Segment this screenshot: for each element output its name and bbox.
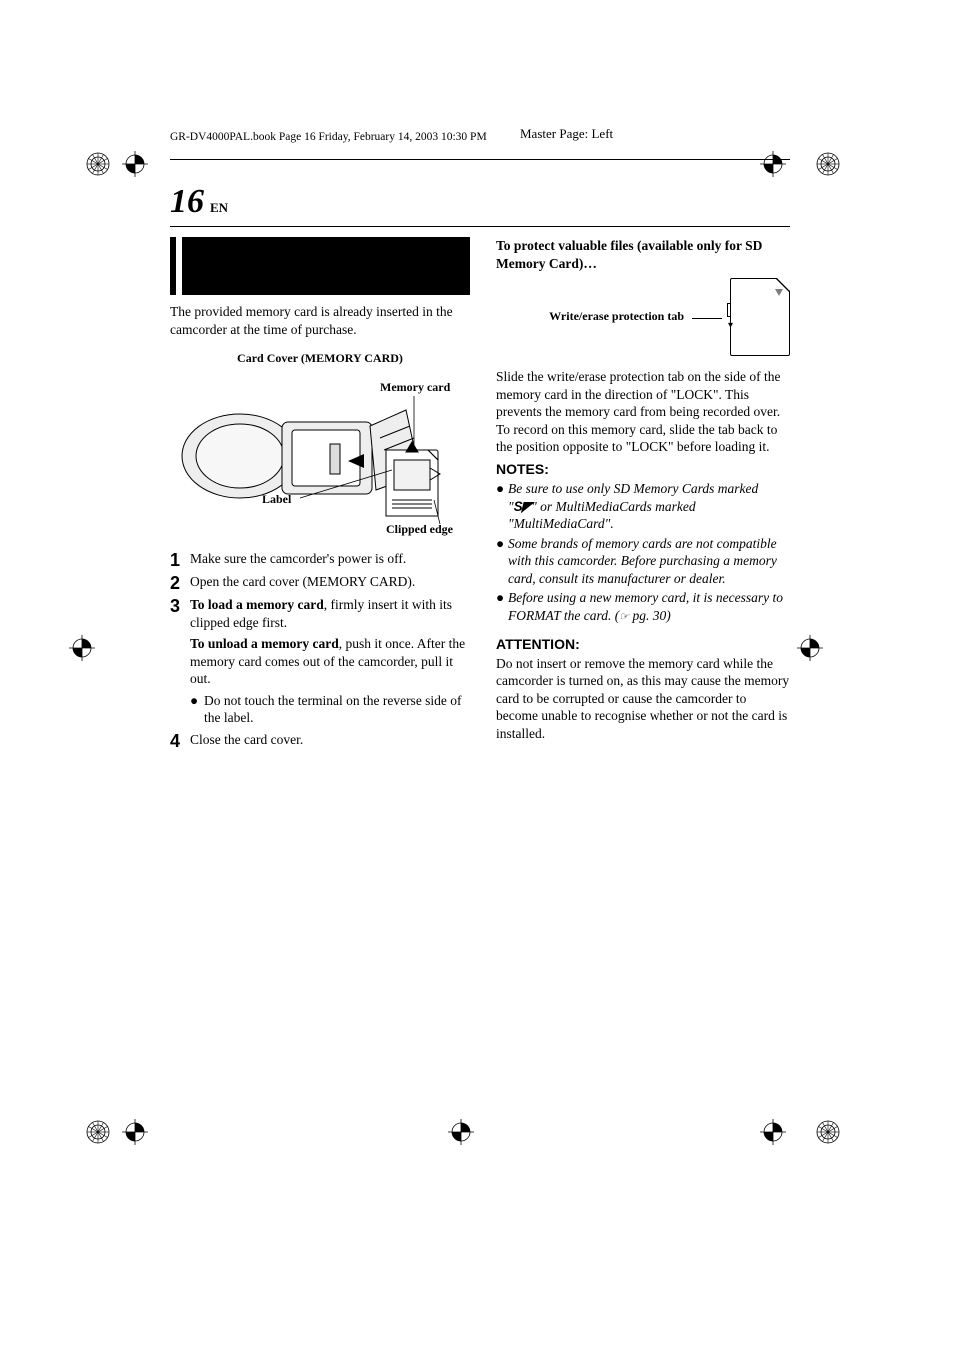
attention-heading: ATTENTION: xyxy=(496,635,790,653)
section-title-line1: Loading A Memory Card xyxy=(188,241,456,265)
sd-card-icon: ▾ xyxy=(730,278,790,356)
right-column: To protect valuable files (available onl… xyxy=(496,237,790,754)
reference-icon: ☞ xyxy=(619,611,629,623)
page-number: 16 xyxy=(170,180,204,224)
step-3-bullet-text: Do not touch the terminal on the reverse… xyxy=(204,692,470,727)
page-content: GR-DV4000PAL.book Page 16 Friday, Februa… xyxy=(170,130,790,754)
figure-area: Card Cover (MEMORY CARD) xyxy=(170,351,470,537)
left-column: Loading A Memory Card /Unloading A Memor… xyxy=(170,237,470,754)
step-num-2: 2 xyxy=(170,573,190,592)
step-1: 1 Make sure the camcorder's power is off… xyxy=(170,550,470,569)
step-3-body: To load a memory card, firmly insert it … xyxy=(190,596,470,631)
step-num-4: 4 xyxy=(170,731,190,750)
slide-text: Slide the write/erase protection tab on … xyxy=(496,368,790,456)
note3-b: pg. 30) xyxy=(629,608,671,623)
fig-label-clipped: Clipped edge xyxy=(386,522,453,538)
registration-cross-icon xyxy=(69,635,95,666)
registration-star-icon xyxy=(815,1119,841,1150)
bullet-dot-icon: ● xyxy=(190,692,204,727)
fig-label-cover: Card Cover (MEMORY CARD) xyxy=(170,351,470,367)
sd-corner-icon xyxy=(730,278,790,356)
notes-heading: NOTES: xyxy=(496,460,790,478)
step-num-3: 3 xyxy=(170,596,190,631)
registration-cross-icon xyxy=(448,1119,474,1150)
camcorder-illustration: Memory card Label Clipped edge xyxy=(170,366,470,536)
section-title-line2: /Unloading A Memory Card xyxy=(188,265,456,289)
leader-line-icon xyxy=(692,318,722,319)
note-1: ● Be sure to use only SD Memory Cards ma… xyxy=(496,480,790,533)
bullet-dot-icon: ● xyxy=(496,535,508,588)
mmc-logo-icon: MultiMediaCard xyxy=(514,516,605,531)
page-language: EN xyxy=(210,200,228,217)
step-4-body: Close the card cover. xyxy=(190,731,470,750)
registration-star-icon xyxy=(85,151,111,182)
step-num-1: 1 xyxy=(170,550,190,569)
section-title-box: Loading A Memory Card /Unloading A Memor… xyxy=(170,237,470,295)
bullet-dot-icon: ● xyxy=(496,589,508,624)
step-3-bullet: ● Do not touch the terminal on the rever… xyxy=(190,692,470,727)
note-2-text: Some brands of memory cards are not comp… xyxy=(508,535,790,588)
fig-label-label: Label xyxy=(262,492,291,508)
note-2: ● Some brands of memory cards are not co… xyxy=(496,535,790,588)
attention-body: Do not insert or remove the memory card … xyxy=(496,655,790,743)
bullet-dot-icon: ● xyxy=(496,480,508,533)
step-2: 2 Open the card cover (MEMORY CARD). xyxy=(170,573,470,592)
fig-label-memcard: Memory card xyxy=(380,380,450,396)
note-3: ● Before using a new memory card, it is … xyxy=(496,589,790,624)
step-4: 4 Close the card cover. xyxy=(170,731,470,750)
step-3-lead-bold: To load a memory card xyxy=(190,597,324,612)
step-2-body: Open the card cover (MEMORY CARD). xyxy=(190,573,470,592)
two-column-layout: Loading A Memory Card /Unloading A Memor… xyxy=(170,237,790,754)
note-1-text: Be sure to use only SD Memory Cards mark… xyxy=(508,480,790,533)
page-number-row: 16 EN xyxy=(170,180,790,227)
header-rule xyxy=(170,159,790,160)
registration-cross-icon xyxy=(122,151,148,182)
registration-cross-icon xyxy=(122,1119,148,1150)
book-header-line: GR-DV4000PAL.book Page 16 Friday, Februa… xyxy=(170,130,790,151)
protect-heading: To protect valuable files (available onl… xyxy=(496,237,790,272)
step-1-body: Make sure the camcorder's power is off. xyxy=(190,550,470,569)
intro-paragraph: The provided memory card is already inse… xyxy=(170,303,470,338)
step-3: 3 To load a memory card, firmly insert i… xyxy=(170,596,470,631)
step-3-sub-bold: To unload a memory card xyxy=(190,636,339,651)
sd-card-figure: Write/erase protection tab ▾ xyxy=(496,278,790,356)
registration-star-icon xyxy=(85,1119,111,1150)
sd-logo-icon: S◤ xyxy=(514,499,531,514)
note1-c: ". xyxy=(605,516,614,531)
sd-tab-label: Write/erase protection tab xyxy=(549,309,684,325)
note-3-text: Before using a new memory card, it is ne… xyxy=(508,589,790,624)
registration-star-icon xyxy=(815,151,841,182)
registration-cross-icon xyxy=(760,1119,786,1150)
title-accent-bar xyxy=(176,237,182,295)
registration-cross-icon xyxy=(797,635,823,666)
step-3-sub: To unload a memory card, push it once. A… xyxy=(190,635,470,688)
